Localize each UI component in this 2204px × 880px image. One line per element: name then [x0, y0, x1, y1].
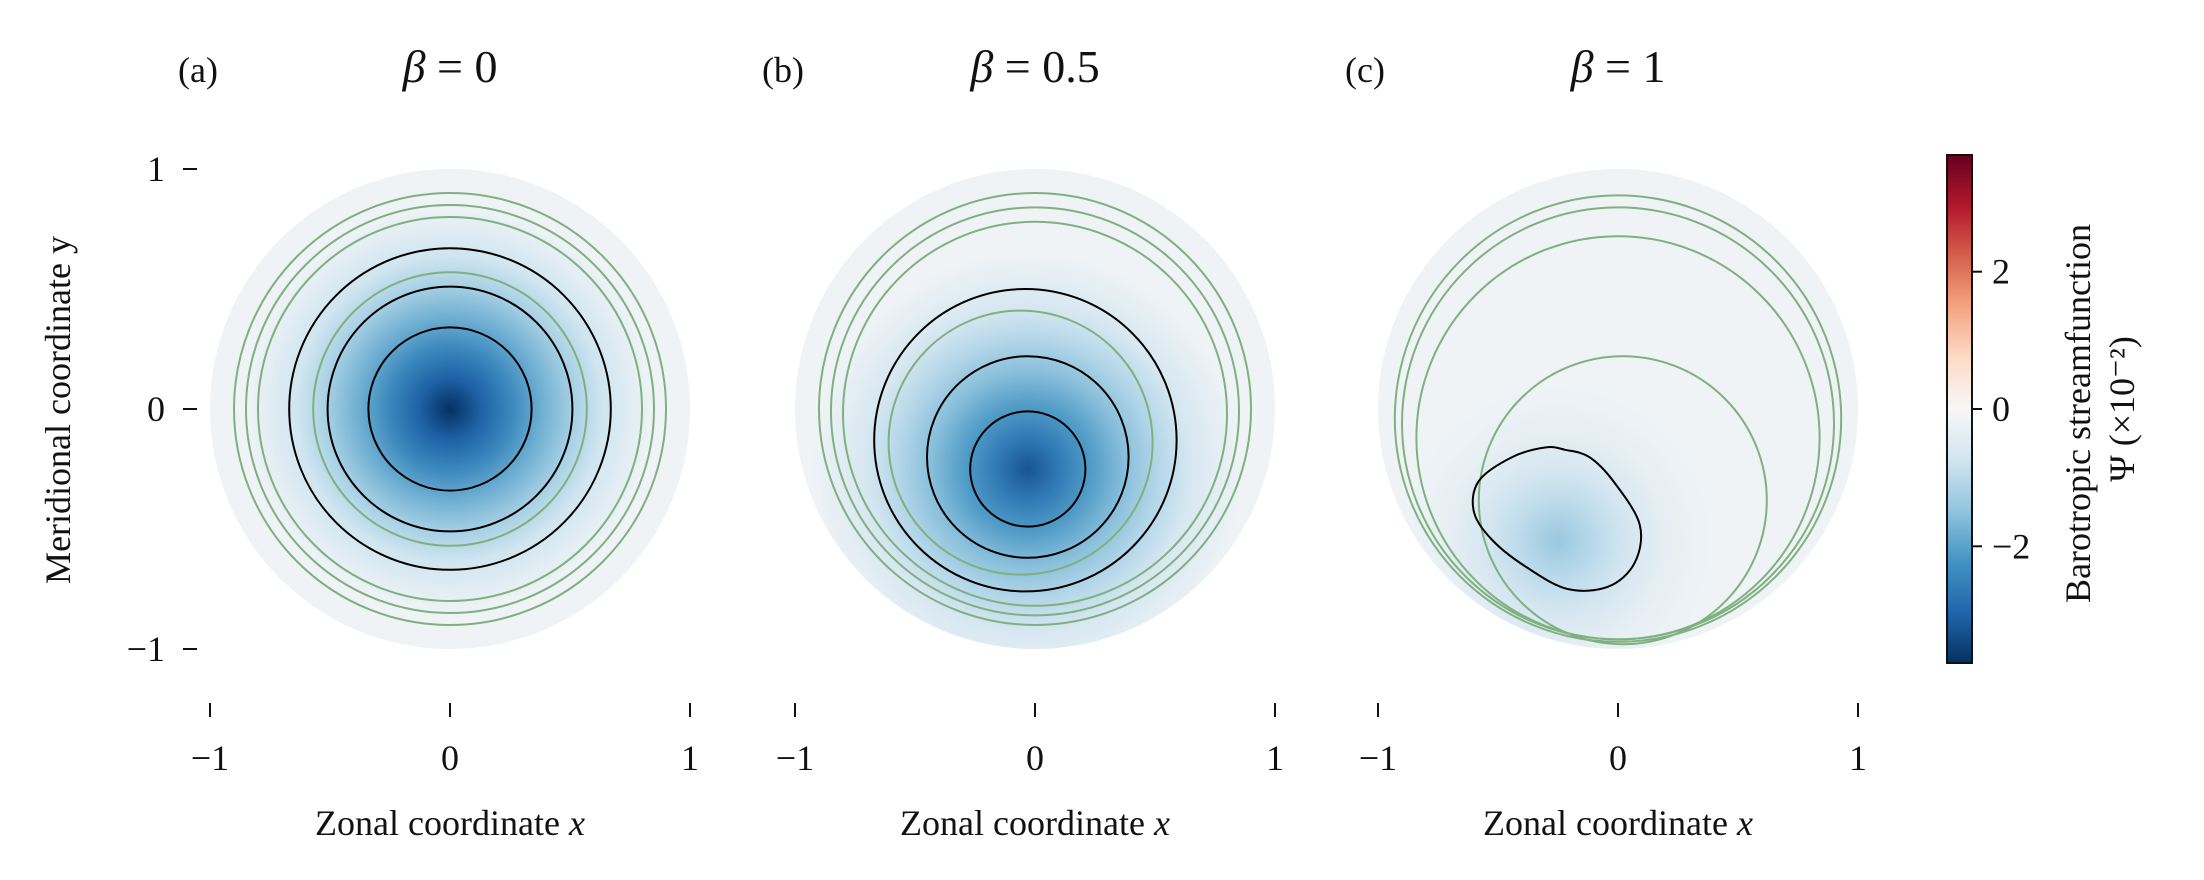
heatmap-c: [1378, 169, 1858, 649]
green-contour: [887, 309, 1154, 576]
panel-letter-b: (b): [762, 50, 804, 90]
heatmap-b: [795, 169, 1275, 649]
y-tick-label: −1: [127, 629, 165, 669]
panel-title-c: β = 1: [1570, 41, 1666, 92]
x-tick-label: 0: [1026, 738, 1044, 778]
green-contour: [312, 271, 588, 547]
x-axis-b: −1 0 1: [776, 703, 1284, 778]
colorbar-tick-label: 0: [1992, 389, 2010, 429]
green-contour: [233, 192, 667, 626]
green-contour: [830, 206, 1240, 617]
panel-letter-c: (c): [1345, 50, 1385, 90]
panel-b: (b) β = 0.5 −1 0 1 Zonal coordinate x: [762, 41, 1284, 843]
streamfunction-field: [210, 169, 690, 649]
y-tick-label: 0: [147, 389, 165, 429]
x-tick-label: 1: [1266, 738, 1284, 778]
black-contour: [326, 285, 574, 533]
green-contour: [1477, 355, 1768, 646]
heatmap-a: [210, 169, 690, 649]
panel-a: (a) β = 0 1 0 −1 −1 0 1 Zonal coordinate x: [127, 41, 699, 843]
colorbar-label: Barotropic streamfunction Ψ (×10⁻²): [2058, 215, 2142, 603]
x-tick-label: −1: [1359, 738, 1397, 778]
y-axis-label: Meridional coordinate y: [38, 236, 78, 584]
x-tick-label: 0: [441, 738, 459, 778]
panel-title-a-value: 0: [474, 41, 497, 92]
black-contour: [1471, 446, 1643, 592]
black-contour: [873, 288, 1178, 593]
green-contour: [1401, 206, 1835, 641]
panel-title-a-symbol: β: [402, 41, 426, 92]
colorbar-label-line1: Barotropic streamfunction: [2058, 224, 2098, 603]
black-contour: [288, 247, 612, 571]
x-axis-label-c: Zonal coordinate x: [1483, 803, 1753, 843]
panel-title-b-value: 0.5: [1042, 41, 1100, 92]
green-contour: [245, 204, 655, 614]
green-contour: [257, 216, 643, 602]
panel-title-a: β = 0: [402, 41, 498, 92]
colorbar-label-line2: Ψ (×10⁻²): [2102, 336, 2142, 482]
panel-letter-a: (a): [178, 50, 218, 90]
panel-title-c-symbol: β: [1570, 41, 1594, 92]
black-contour: [926, 355, 1130, 559]
green-contour: [1393, 194, 1843, 643]
colorbar-tick-label: 2: [1992, 252, 2010, 292]
colorbar-tick-label: −2: [1992, 526, 2030, 566]
x-tick-label: 1: [1849, 738, 1867, 778]
y-axis-a: 1 0 −1: [127, 149, 197, 669]
x-tick-label: −1: [191, 738, 229, 778]
colorbar-ticks: 2 0 −2: [1972, 252, 2030, 566]
x-axis-a: −1 0 1: [191, 703, 699, 778]
x-axis-c: −1 0 1: [1359, 703, 1867, 778]
panel-title-c-value: 1: [1642, 41, 1665, 92]
black-contour: [367, 326, 533, 492]
green-contour: [842, 220, 1228, 607]
x-axis-label-a: Zonal coordinate x: [315, 803, 585, 843]
colorbar-ramp: [1946, 154, 1973, 664]
x-tick-label: 1: [681, 738, 699, 778]
x-tick-label: −1: [776, 738, 814, 778]
streamfunction-field: [1378, 169, 1858, 649]
x-tick-label: 0: [1609, 738, 1627, 778]
streamfunction-field: [795, 169, 1275, 649]
panel-title-b: β = 0.5: [969, 41, 1099, 92]
colorbar: 2 0 −2 Barotropic streamfunction Ψ (×10⁻²): [1946, 154, 2142, 664]
x-axis-label-b: Zonal coordinate x: [900, 803, 1170, 843]
green-contour: [818, 192, 1252, 626]
y-tick-label: 1: [147, 149, 165, 189]
panel-title-b-symbol: β: [969, 41, 993, 92]
black-contour: [969, 410, 1087, 528]
panel-c: (c) β = 1 −1 0 1 Zonal coordinate x: [1345, 41, 1867, 843]
